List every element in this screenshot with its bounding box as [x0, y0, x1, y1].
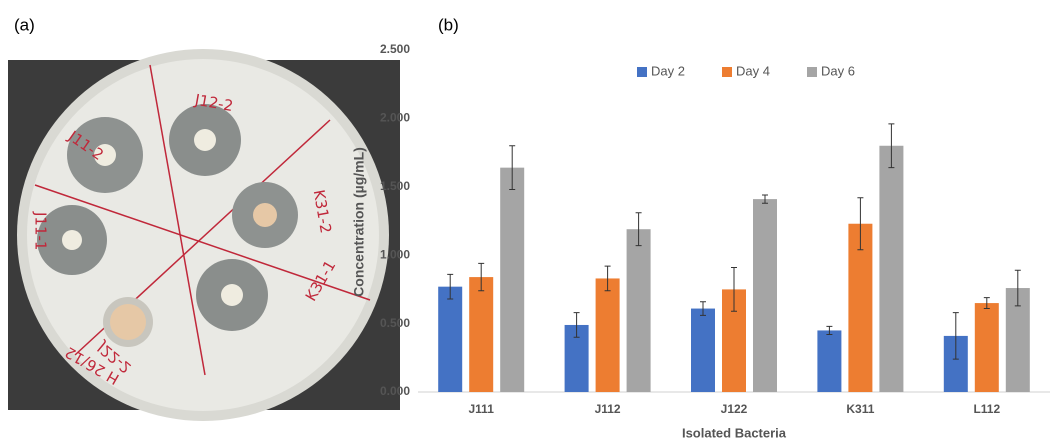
legend-label: Day 4: [736, 63, 770, 78]
bar: [469, 277, 493, 392]
bar: [753, 199, 777, 392]
bar: [596, 278, 620, 392]
y-tick-label: 1.000: [380, 247, 410, 261]
y-tick-label: 0.000: [380, 384, 410, 398]
x-tick-label: J111: [469, 402, 495, 416]
bar: [500, 168, 524, 392]
figure: (a) (b) J11-2 J12-2 K31-2 K31-1 J22-2 J1…: [0, 0, 1063, 442]
bar: [879, 146, 903, 392]
x-tick-label: J122: [721, 402, 748, 416]
petri-dish-photo: J11-2 J12-2 K31-2 K31-1 J22-2 J11-1 H 26…: [8, 49, 400, 421]
bar: [691, 309, 715, 392]
x-tick-label: K311: [846, 402, 874, 416]
y-tick-label: 2.500: [380, 42, 410, 56]
legend-swatch: [722, 67, 732, 77]
panel-label: (a): [14, 15, 35, 34]
x-axis-title: Isolated Bacteria: [682, 425, 787, 440]
legend-label: Day 2: [651, 63, 685, 78]
legend-label: Day 6: [821, 63, 855, 78]
bar: [975, 303, 999, 392]
legend-swatch: [807, 67, 817, 77]
legend-swatch: [637, 67, 647, 77]
x-tick-label: J112: [595, 402, 621, 416]
panel-label: (b): [438, 15, 459, 34]
x-tick-label: L112: [973, 402, 1000, 416]
bar: [817, 330, 841, 392]
y-tick-label: 1.500: [380, 179, 410, 193]
y-tick-label: 0.500: [380, 316, 410, 330]
y-axis-title: Concentration (µg/mL): [351, 147, 367, 297]
y-tick-label: 2.000: [380, 111, 410, 125]
bar: [438, 287, 462, 392]
bar: [627, 229, 651, 392]
plate-label: J11-1: [32, 211, 50, 250]
